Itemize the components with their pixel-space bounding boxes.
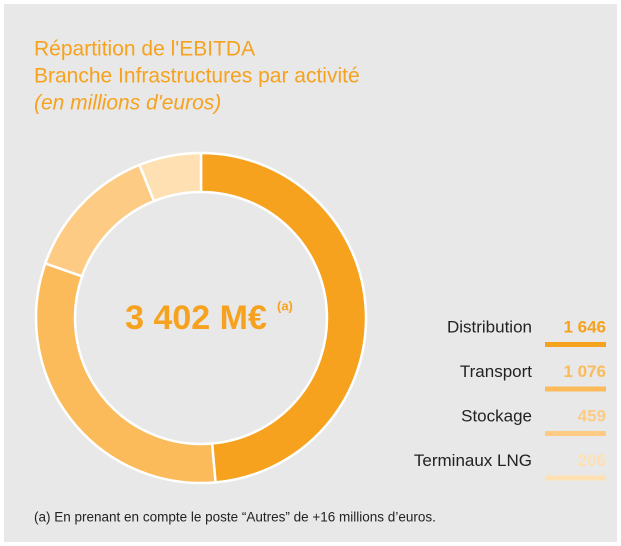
legend-bar	[545, 342, 606, 347]
legend-bar	[545, 431, 606, 436]
legend-bar	[545, 475, 606, 481]
legend-label: Stockage	[461, 406, 532, 425]
legend-bar	[545, 386, 606, 392]
chart-title: Répartition de l'EBITDA	[34, 38, 255, 61]
total-note: (a)	[277, 298, 293, 313]
value-label: 1 646	[563, 317, 606, 336]
value-label: 1 076	[563, 362, 606, 381]
donut-segment	[199, 151, 368, 484]
legend-label: Transport	[460, 362, 532, 381]
footnote: (a) En prenant en compte le poste “Autre…	[34, 510, 436, 525]
chart-subtitle: Branche Infrastructures par activité	[34, 65, 360, 88]
legend-label: Terminaux LNG	[414, 451, 532, 470]
donut-segment	[137, 151, 203, 203]
donut	[34, 151, 368, 485]
total-label: 3 402 M€	[125, 299, 267, 337]
value-label: 459	[578, 406, 606, 425]
legend-label: Distribution	[447, 317, 532, 336]
unit-note: (en millions d'euros)	[34, 92, 221, 115]
value-label: 206	[578, 451, 606, 470]
